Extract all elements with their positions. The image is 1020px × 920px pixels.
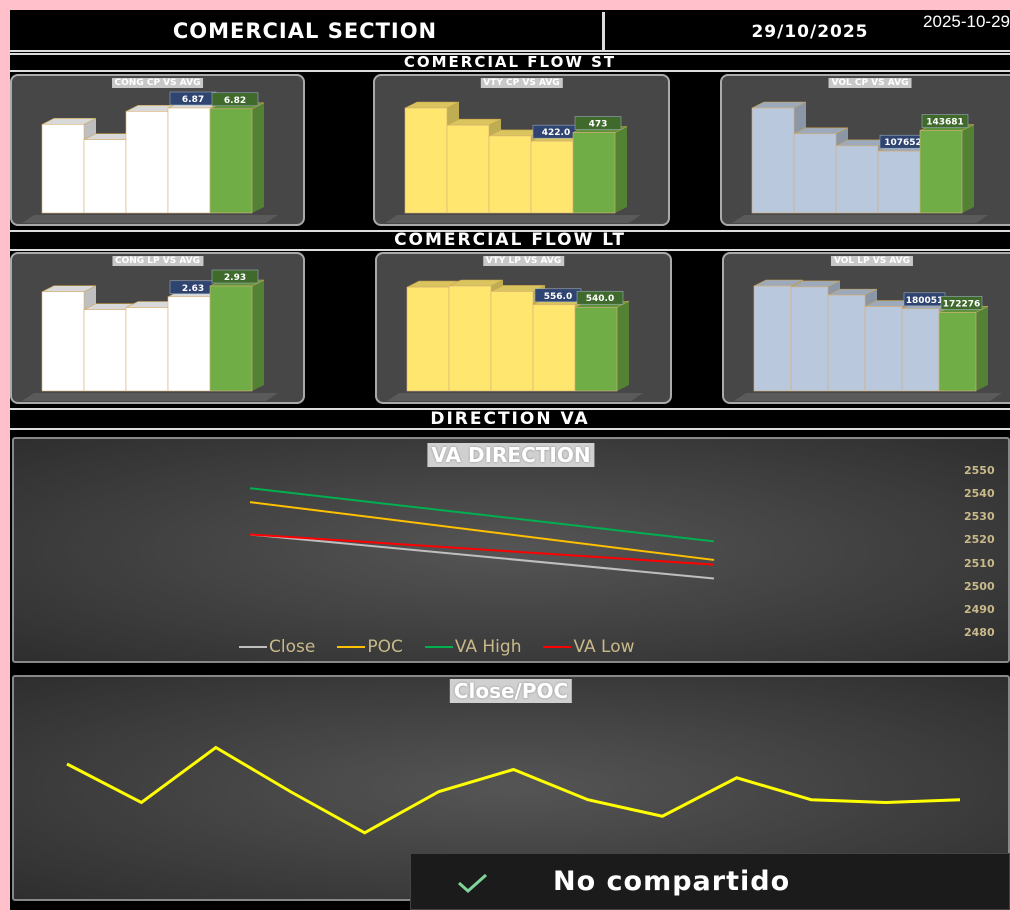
legend-va-low: VA Low	[543, 637, 635, 657]
y-tick-label: 2550	[964, 464, 995, 477]
section-flow-lt: COMERCIAL FLOW LT	[10, 230, 1010, 251]
report-date: 29/10/2025	[751, 22, 869, 42]
legend-va-high: VA High	[424, 637, 521, 657]
svg-text:107652: 107652	[884, 138, 922, 148]
bar	[574, 300, 630, 392]
data-label: 6.87	[169, 91, 217, 106]
chart-title: VOL LP VS AVG	[830, 256, 914, 266]
data-label: 107652	[879, 134, 927, 149]
toast-text: No compartido	[553, 866, 791, 897]
svg-text:6.87: 6.87	[182, 95, 204, 105]
bar-chart-panel: CONG CP VS AVG 6.87 6.82	[10, 74, 305, 226]
data-label: 540.0	[576, 290, 624, 305]
bar	[919, 124, 975, 214]
chart-title: VA DIRECTION	[427, 443, 595, 467]
svg-text:172276: 172276	[943, 299, 981, 309]
y-tick-label: 2500	[964, 579, 995, 593]
chart-title: CONG LP VS AVG	[111, 256, 204, 266]
series-line-va-high	[249, 487, 715, 543]
series-line-va-low	[249, 533, 715, 566]
bar	[209, 279, 265, 392]
svg-text:2.93: 2.93	[224, 273, 246, 283]
divider	[602, 12, 605, 52]
va-lines	[249, 487, 715, 580]
y-tick-label: 2530	[964, 510, 995, 524]
va-direction-chart: VA DIRECTION 2550 2540 2530 2520 2510 2500 249…	[12, 437, 1010, 663]
svg-text:6.82: 6.82	[224, 96, 246, 106]
svg-text:473: 473	[589, 120, 608, 130]
series-line-poc	[249, 501, 715, 561]
series-line-close	[249, 533, 715, 580]
svg-text:2.63: 2.63	[182, 284, 204, 294]
header-bar: COMERCIAL SECTION 29/10/2025	[10, 12, 1010, 52]
bar-chart-panel: VTY LP VS AVG 556.0 540.0	[375, 252, 672, 404]
share-status-toast[interactable]: No compartido	[410, 853, 1010, 910]
y-tick-label: 2490	[964, 602, 995, 616]
y-tick-label: 2510	[964, 556, 995, 570]
bar	[572, 126, 628, 214]
page-title: COMERCIAL SECTION	[172, 19, 438, 43]
timestamp: 2025-10-29	[923, 12, 1010, 31]
close-poc-line	[66, 745, 961, 835]
bar-chart-panel: VOL LP VS AVG 180051 172276	[722, 252, 1010, 404]
legend-close: Close	[239, 637, 315, 657]
svg-text:540.0: 540.0	[586, 294, 614, 304]
bar-chart-panel: CONG LP VS AVG 2.63 2.93	[10, 252, 305, 404]
data-label: 143681	[921, 114, 969, 128]
chart-title: CONG CP VS AVG	[111, 78, 204, 88]
svg-text:556.0: 556.0	[544, 292, 572, 302]
chart-title: VOL CP VS AVG	[828, 78, 912, 88]
bar-chart-panel: VOL CP VS AVG 107652 143681	[720, 74, 1010, 226]
data-label: 422.0	[532, 124, 580, 139]
data-label: 556.0	[534, 288, 582, 303]
section-flow-st: COMERCIAL FLOW ST	[10, 53, 1010, 72]
data-label: 172276	[940, 296, 983, 310]
data-label: 6.82	[211, 92, 259, 107]
bar	[938, 306, 989, 392]
legend: Close POC VA High VA Low	[239, 637, 635, 657]
data-label: 473	[574, 116, 622, 130]
svg-text:422.0: 422.0	[542, 128, 570, 138]
y-tick-label: 2520	[964, 533, 995, 547]
y-tick-label: 2540	[964, 487, 995, 501]
svg-text:180051: 180051	[906, 296, 944, 306]
section-direction-va: DIRECTION VA	[10, 408, 1010, 430]
check-icon	[458, 873, 487, 893]
close-poc-series	[66, 745, 961, 835]
chart-title: VTY CP VS AVG	[480, 78, 563, 88]
chart-title: VTY LP VS AVG	[482, 256, 565, 266]
data-label: 180051	[903, 292, 946, 307]
dashboard-sheet: COMERCIAL SECTION 29/10/2025 COMERCIAL F…	[10, 10, 1010, 910]
legend-poc: POC	[337, 637, 403, 657]
svg-text:143681: 143681	[926, 118, 964, 128]
y-tick-label: 2480	[964, 626, 995, 639]
data-label: 2.63	[169, 280, 217, 295]
bar-chart-panel: VTY CP VS AVG 422.0 473	[373, 74, 670, 226]
data-label: 2.93	[211, 269, 259, 284]
chart-title: Close/POC	[449, 679, 573, 703]
bar	[209, 102, 265, 214]
